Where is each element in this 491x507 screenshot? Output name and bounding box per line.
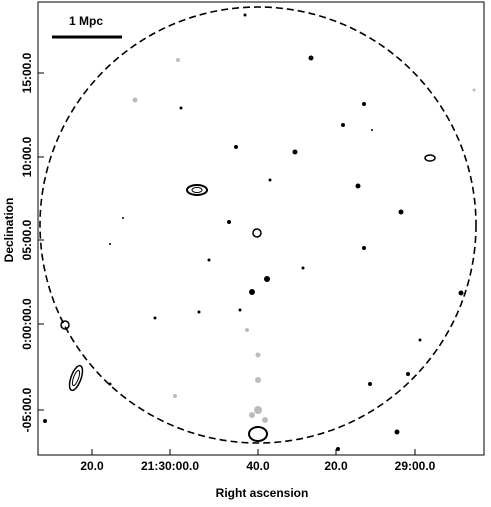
source-contour xyxy=(248,426,268,442)
point-source xyxy=(234,145,238,149)
point-source xyxy=(43,419,47,423)
point-source xyxy=(292,149,298,155)
scale-bar-label: 1 Mpc xyxy=(69,14,103,28)
y-tick-label: -05:00.0 xyxy=(20,387,34,432)
point-source xyxy=(458,290,464,296)
point-source xyxy=(238,308,242,312)
x-tick-label: 21:30:00.0 xyxy=(141,459,199,473)
point-source xyxy=(362,246,366,250)
source-contour xyxy=(71,369,81,387)
y-tick-label: 05:00.0 xyxy=(20,219,34,260)
point-source xyxy=(336,447,340,451)
x-tick-label: 29:00.0 xyxy=(395,459,436,473)
point-source xyxy=(472,88,476,92)
x-ticks: 20.0 21:30:00.0 40.0 20.0 29:00.0 xyxy=(80,449,436,473)
point-source xyxy=(341,123,345,127)
point-source xyxy=(249,412,255,418)
point-source xyxy=(371,129,373,131)
source-contour xyxy=(191,187,203,193)
source-contour xyxy=(252,228,262,238)
source-contour xyxy=(186,184,208,196)
y-tick-label: 0:00:00.0 xyxy=(20,298,34,350)
point-source xyxy=(207,258,211,262)
point-source xyxy=(176,58,180,62)
point-source xyxy=(254,406,262,414)
x-tick-label: 20.0 xyxy=(324,459,348,473)
x-tick-label: 40.0 xyxy=(246,459,270,473)
point-sources xyxy=(43,13,476,451)
source-contour xyxy=(68,364,84,392)
point-source xyxy=(227,220,231,224)
point-source xyxy=(179,106,183,110)
y-ticks: 15:00.0 10:00.0 05:00.0 0:00:00.0 -05:00.0 xyxy=(20,52,44,432)
point-source xyxy=(173,394,177,398)
point-source xyxy=(197,310,201,314)
point-source xyxy=(406,372,410,376)
point-source xyxy=(264,276,270,282)
point-source xyxy=(243,13,247,17)
point-source xyxy=(394,429,400,435)
point-source xyxy=(255,352,261,358)
point-source xyxy=(245,328,249,332)
y-axis-label: Declination xyxy=(2,198,16,263)
point-source xyxy=(308,55,314,61)
point-source xyxy=(301,266,305,270)
point-source xyxy=(255,377,261,383)
point-source xyxy=(398,209,404,215)
source-contour xyxy=(424,154,436,162)
point-source xyxy=(109,243,111,245)
y-tick-label: 15:00.0 xyxy=(20,52,34,93)
point-source xyxy=(132,97,138,103)
y-tick-label: 10:00.0 xyxy=(20,136,34,177)
point-source xyxy=(368,382,372,386)
plot-frame xyxy=(37,1,485,456)
x-axis-label: Right ascension xyxy=(216,486,309,500)
dashed-circle xyxy=(39,6,477,444)
point-source xyxy=(418,338,422,342)
point-source xyxy=(122,217,124,219)
point-source xyxy=(153,316,157,320)
source-contour xyxy=(60,320,70,330)
point-source xyxy=(355,183,361,189)
point-source xyxy=(108,382,112,386)
point-source xyxy=(249,289,255,295)
point-source xyxy=(362,102,366,106)
point-source xyxy=(262,417,268,423)
x-tick-label: 20.0 xyxy=(80,459,104,473)
point-source xyxy=(268,178,272,182)
